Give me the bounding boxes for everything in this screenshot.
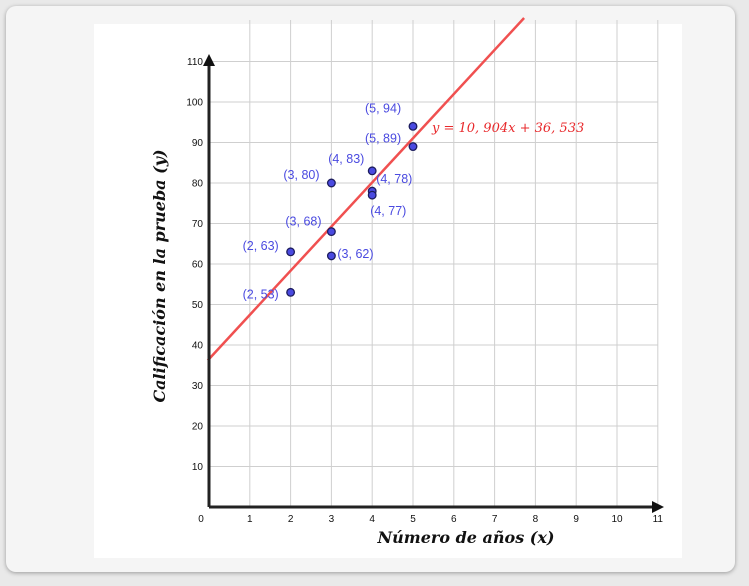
point-label: (3, 80) — [283, 168, 319, 182]
y-tick-label: 80 — [192, 179, 204, 190]
x-tick-label: 0 — [198, 514, 204, 525]
y-tick-label: 10 — [192, 462, 204, 473]
point-label: (2, 53) — [243, 287, 279, 301]
y-tick-label: 30 — [192, 381, 204, 392]
regression-line — [206, 17, 526, 362]
data-point — [367, 190, 377, 200]
card — [6, 6, 735, 572]
x-axis-title: Número de años (x) — [377, 528, 555, 547]
data-point — [408, 121, 418, 131]
data-point — [326, 251, 336, 261]
tick-labels: 0 1 2 3 4 5 6 7 8 9 10 11 10 20 30 40 50 60 70 80 90 100 110 — [186, 57, 663, 525]
point-label: (5, 94) — [365, 101, 401, 115]
data-point — [367, 166, 377, 176]
point-labels: (2, 53) (2, 63) (3, 68) (3, 62) (3, 80) (4, 8… — [243, 101, 413, 301]
y-axis-title: Calificación en la prueba (y) — [150, 149, 169, 402]
x-tick-label: 3 — [329, 514, 335, 525]
x-axis-arrow-icon — [652, 501, 664, 513]
x-tick-label: 10 — [611, 514, 623, 525]
data-point — [408, 142, 418, 151]
point-label: (3, 62) — [337, 247, 373, 261]
x-tick-label: 2 — [288, 514, 294, 525]
y-tick-label: 70 — [192, 219, 204, 230]
data-point — [326, 178, 336, 188]
data-points — [286, 121, 418, 297]
x-tick-label: 5 — [410, 514, 416, 525]
point-label: (3, 68) — [285, 215, 321, 229]
axes — [203, 54, 664, 513]
data-point — [286, 247, 296, 257]
y-tick-label: 50 — [192, 300, 204, 311]
y-tick-label: 100 — [186, 98, 203, 109]
y-tick-label: 40 — [192, 341, 204, 352]
x-tick-label: 4 — [369, 514, 375, 525]
point-label: (4, 83) — [328, 152, 364, 166]
chart-panel — [94, 24, 682, 558]
y-tick-label: 110 — [187, 57, 203, 68]
point-label: (4, 77) — [370, 204, 406, 218]
data-point — [286, 287, 296, 297]
y-tick-label: 20 — [192, 422, 204, 433]
x-tick-label: 8 — [533, 514, 539, 525]
point-label: (2, 63) — [243, 239, 279, 253]
x-tick-label: 6 — [451, 514, 457, 525]
regression-equation: y = 10, 904x + 36, 533 — [431, 121, 584, 136]
x-tick-label: 7 — [492, 514, 498, 525]
y-tick-label: 90 — [192, 138, 204, 149]
grid — [209, 20, 659, 507]
regression-line-group — [206, 17, 526, 362]
x-tick-label: 9 — [573, 514, 579, 525]
y-axis-arrow-icon — [203, 54, 215, 66]
point-label: (5, 89) — [365, 132, 401, 146]
point-label: (4, 78) — [376, 172, 412, 186]
x-tick-label: 11 — [653, 514, 664, 525]
x-tick-label: 1 — [247, 514, 253, 525]
y-tick-label: 60 — [192, 260, 204, 271]
data-point — [326, 227, 336, 237]
